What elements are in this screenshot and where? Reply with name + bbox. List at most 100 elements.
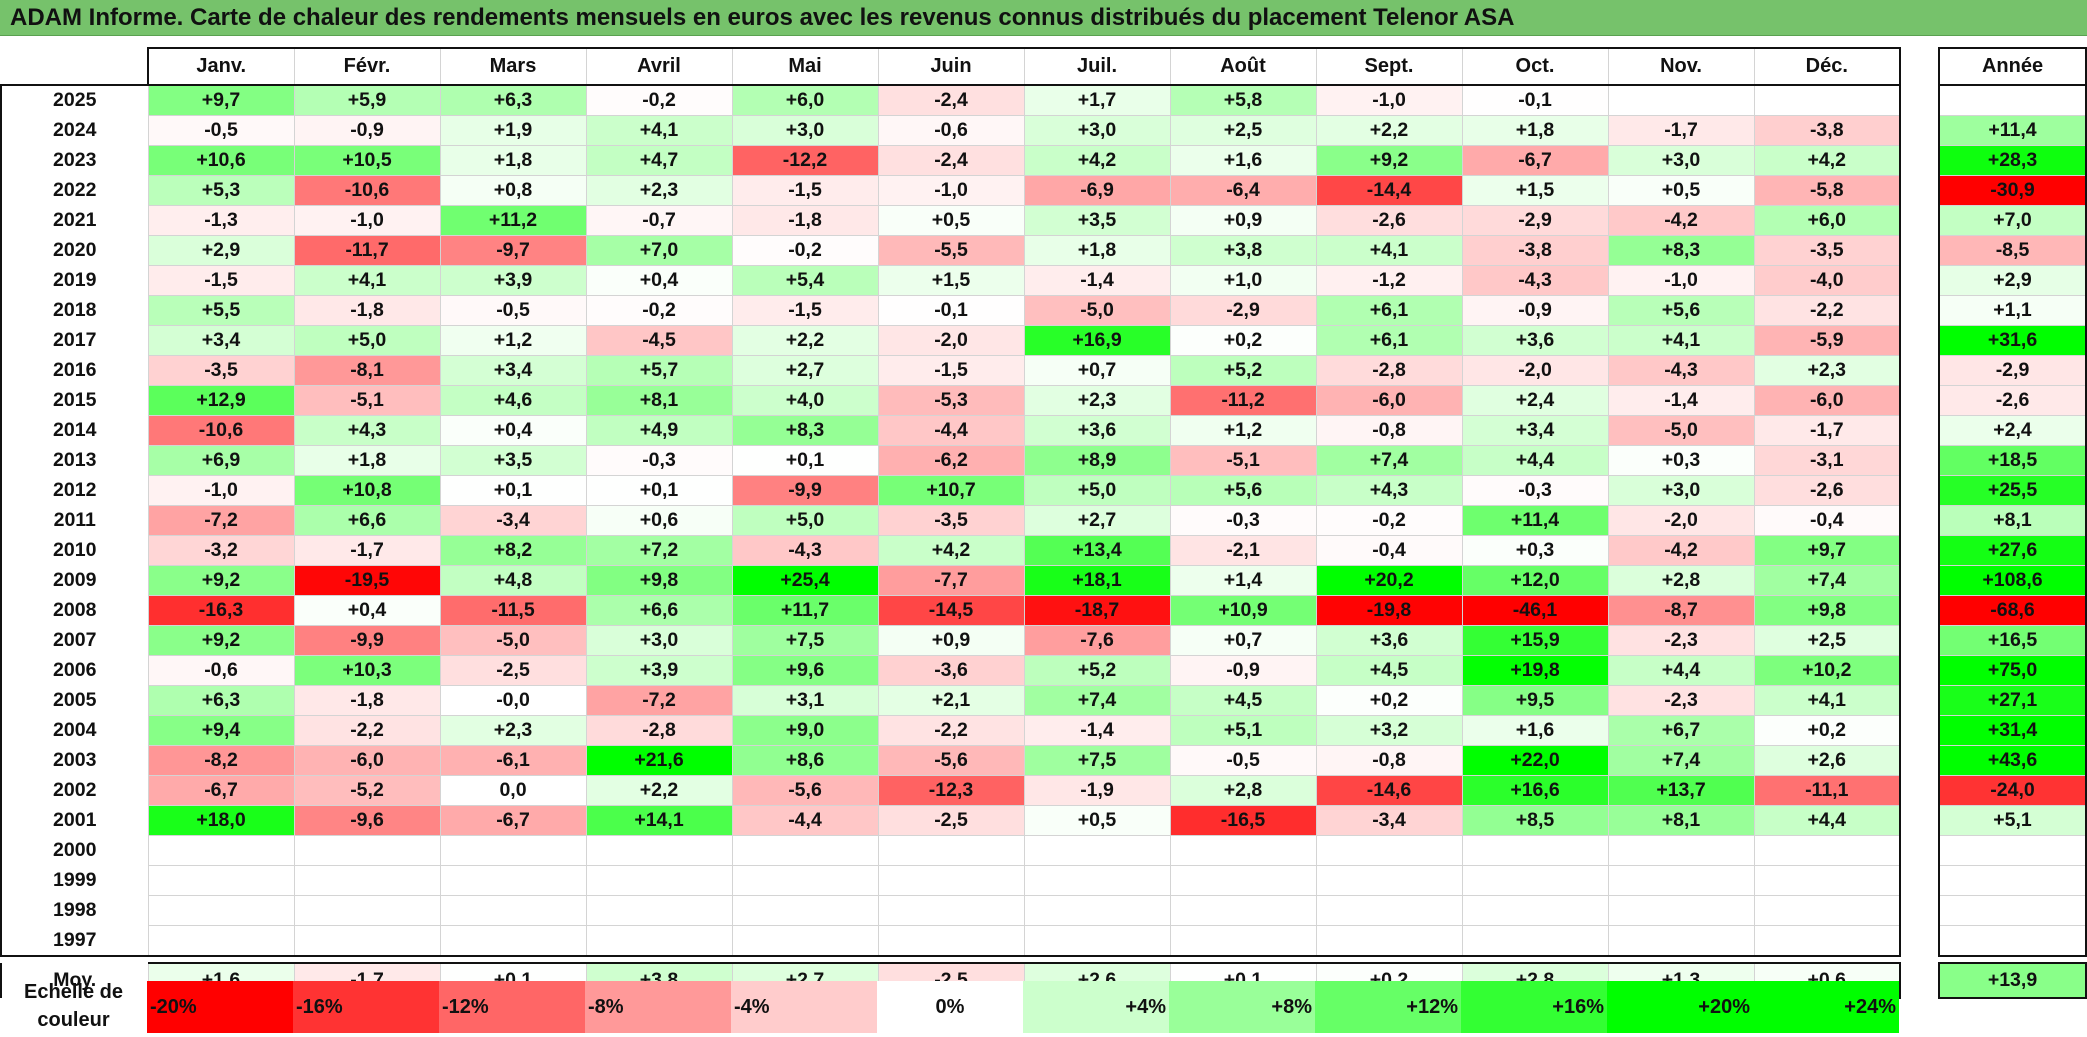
- heatmap-cell: -5,0: [439, 625, 587, 656]
- heatmap-cell: +5,6: [1607, 295, 1755, 326]
- year-row: 2001 +18,0 -9,6 -6,7 +14,1 -4,4 -2,5 +0,5 -16,5-…: [0, 805, 1901, 836]
- heatmap-cell: -0,3: [585, 445, 733, 476]
- heatmap-cell: +2,2: [585, 775, 733, 806]
- row-year-label: 2008: [0, 595, 148, 626]
- heatmap-cell: -4,4: [731, 805, 879, 836]
- color-scale-swatch: +12%: [1315, 981, 1461, 1033]
- heatmap-cell: +22,0: [1461, 745, 1609, 776]
- heatmap-cell: +0,3: [1607, 445, 1755, 476]
- heatmap-cell: -3,6: [877, 655, 1025, 686]
- heatmap-cell: +9,0: [731, 715, 879, 746]
- heatmap-cell: +10,2: [1753, 655, 1901, 686]
- heatmap-cell: -0,6: [877, 115, 1025, 146]
- heatmap-cell: +0,4: [293, 595, 441, 626]
- heatmap-cell: [1607, 84, 1755, 116]
- heatmap-cell: +9,7: [147, 84, 295, 116]
- color-scale-swatch: +24%: [1753, 981, 1899, 1033]
- heatmap-cell: +1,6: [1169, 145, 1317, 176]
- heatmap-cell: +2,3: [1753, 355, 1901, 386]
- heatmap-cell: +3,4: [147, 325, 295, 356]
- heatmap-cell: +1,9: [439, 115, 587, 146]
- heatmap-cell: -1,8: [293, 685, 441, 716]
- heatmap-cell: +5,7: [585, 355, 733, 386]
- heatmap-cell: -2,5: [877, 805, 1025, 836]
- heatmap-cell: +3,0: [1023, 115, 1171, 146]
- year-row: 2017 +3,4 +5,0 +1,2 -4,5 +2,2 -2,0 +16,9 +0,2 +6,…: [0, 325, 1901, 356]
- heatmap-cell: [1753, 865, 1901, 896]
- heatmap-cell: +0,4: [439, 415, 587, 446]
- average-annual-cell: +13,9: [1938, 962, 2087, 999]
- heatmap-cell: +1,8: [293, 445, 441, 476]
- annual-cell: +5,1: [1938, 805, 2087, 836]
- heatmap-cell: -0,4: [1315, 535, 1463, 566]
- annual-cell: [1938, 835, 2087, 866]
- heatmap-cell: -14,6: [1315, 775, 1463, 806]
- heatmap-cell: +4,5: [1169, 685, 1317, 716]
- heatmap-cell: +13,4: [1023, 535, 1171, 566]
- heatmap-cell: +4,3: [1315, 475, 1463, 506]
- heatmap-cell: [1461, 895, 1609, 926]
- heatmap-cell: +0,9: [877, 625, 1025, 656]
- row-year-label: 2000: [0, 835, 148, 866]
- heatmap-cell: [731, 865, 879, 896]
- heatmap-cell: +9,2: [1315, 145, 1463, 176]
- color-scale-swatch: -8%: [585, 981, 731, 1033]
- heatmap-cell: -3,2: [147, 535, 295, 566]
- month-header: Juil.: [1023, 47, 1171, 86]
- heatmap-cell: -5,1: [293, 385, 441, 416]
- heatmap-cell: +0,1: [731, 445, 879, 476]
- heatmap-cell: +0,1: [439, 475, 587, 506]
- heatmap-cell: +8,1: [1607, 805, 1755, 836]
- heatmap-cell: -5,5: [877, 235, 1025, 266]
- heatmap-cell: -5,6: [877, 745, 1025, 776]
- heatmap-cell: +4,4: [1753, 805, 1901, 836]
- heatmap-cell: +14,1: [585, 805, 733, 836]
- annual-cell: -30,9: [1938, 175, 2087, 206]
- heatmap-cell: +6,1: [1315, 325, 1463, 356]
- color-scale-swatch: +16%: [1461, 981, 1607, 1033]
- heatmap-cell: -1,4: [1023, 715, 1171, 746]
- annual-cell: -2,6: [1938, 385, 2087, 416]
- annual-cell: +108,6: [1938, 565, 2087, 596]
- heatmap-cell: -1,7: [293, 535, 441, 566]
- row-year-label: 2001: [0, 805, 148, 836]
- heatmap-cell: +2,1: [877, 685, 1025, 716]
- heatmap-cell: -1,5: [731, 175, 879, 206]
- heatmap-cell: -2,8: [585, 715, 733, 746]
- heatmap-cell: [293, 865, 441, 896]
- heatmap-cell: +7,4: [1753, 565, 1901, 596]
- heatmap-cell: +5,0: [293, 325, 441, 356]
- heatmap-cell: +5,0: [1023, 475, 1171, 506]
- heatmap-cell: -9,9: [293, 625, 441, 656]
- heatmap-cell: [1169, 865, 1317, 896]
- row-year-label: 1999: [0, 865, 148, 896]
- heatmap-cell: +9,4: [147, 715, 295, 746]
- heatmap-cell: +7,0: [585, 235, 733, 266]
- heatmap-cell: -6,7: [147, 775, 295, 806]
- heatmap-cell: -3,4: [439, 505, 587, 536]
- heatmap-cell: +3,2: [1315, 715, 1463, 746]
- year-row: 2025 +9,7 +5,9 +6,3 -0,2 +6,0 -2,4 +1,7 +5,8 -1,0…: [0, 84, 1901, 116]
- year-row: 2008 -16,3 +0,4 -11,5 +6,6 +11,7 -14,5 -18,7 +10…: [0, 595, 1901, 626]
- heatmap-cell: -2,2: [293, 715, 441, 746]
- heatmap-cell: -1,5: [147, 265, 295, 296]
- heatmap-cell: +4,1: [1315, 235, 1463, 266]
- row-year-label: 2018: [0, 295, 148, 326]
- heatmap-cell: +9,2: [147, 565, 295, 596]
- heatmap-cell: [1461, 865, 1609, 896]
- annual-cell: +1,1: [1938, 295, 2087, 326]
- heatmap-cell: +10,3: [293, 655, 441, 686]
- heatmap-cell: -12,2: [731, 145, 879, 176]
- annual-cell: +28,3: [1938, 145, 2087, 176]
- heatmap-cell: [1607, 925, 1755, 957]
- heatmap-cell: -2,3: [1607, 625, 1755, 656]
- heatmap-cell: -4,4: [877, 415, 1025, 446]
- heatmap-cell: -7,6: [1023, 625, 1171, 656]
- heatmap-cell: -18,7: [1023, 595, 1171, 626]
- heatmap-cell: -4,2: [1607, 205, 1755, 236]
- year-row: 2020 +2,9 -11,7 -9,7 +7,0 -0,2 -5,5 +1,8 +3,8 +4,…: [0, 235, 1901, 266]
- average-label: Moy.: [0, 963, 148, 998]
- heatmap-cell: +5,6: [1169, 475, 1317, 506]
- heatmap-cell: +10,8: [293, 475, 441, 506]
- heatmap-cell: [1607, 865, 1755, 896]
